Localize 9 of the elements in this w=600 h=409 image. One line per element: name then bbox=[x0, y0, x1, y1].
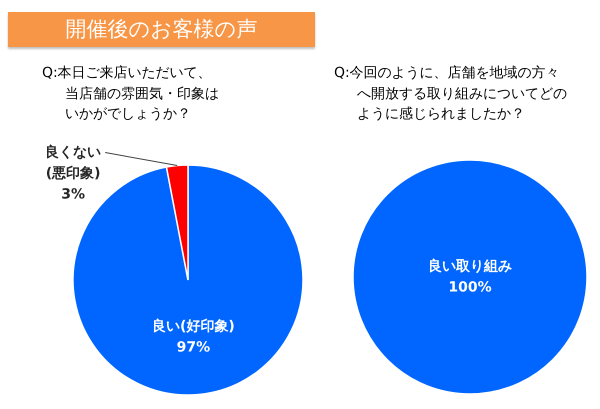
data-label: 3% bbox=[61, 186, 86, 203]
slice-label: 良い取り組み bbox=[428, 258, 512, 274]
data-label: 100% bbox=[448, 280, 492, 296]
slice-label: 良くない(悪印象) bbox=[45, 144, 102, 182]
slice-label: 良い(好印象) bbox=[152, 318, 235, 335]
data-label: 97% bbox=[176, 340, 210, 356]
chart-title: 開催後のお客様の声 bbox=[8, 12, 315, 47]
chart-subtitle: Q:今回のように、店舗を地域の方々へ開放する取り組みについてどのように感じられましたか？ bbox=[334, 64, 568, 124]
chart-subtitle: Q:本日ご来店いただいて、当店舗の雰囲気・印象はいかがでしょうか？ bbox=[42, 64, 220, 124]
